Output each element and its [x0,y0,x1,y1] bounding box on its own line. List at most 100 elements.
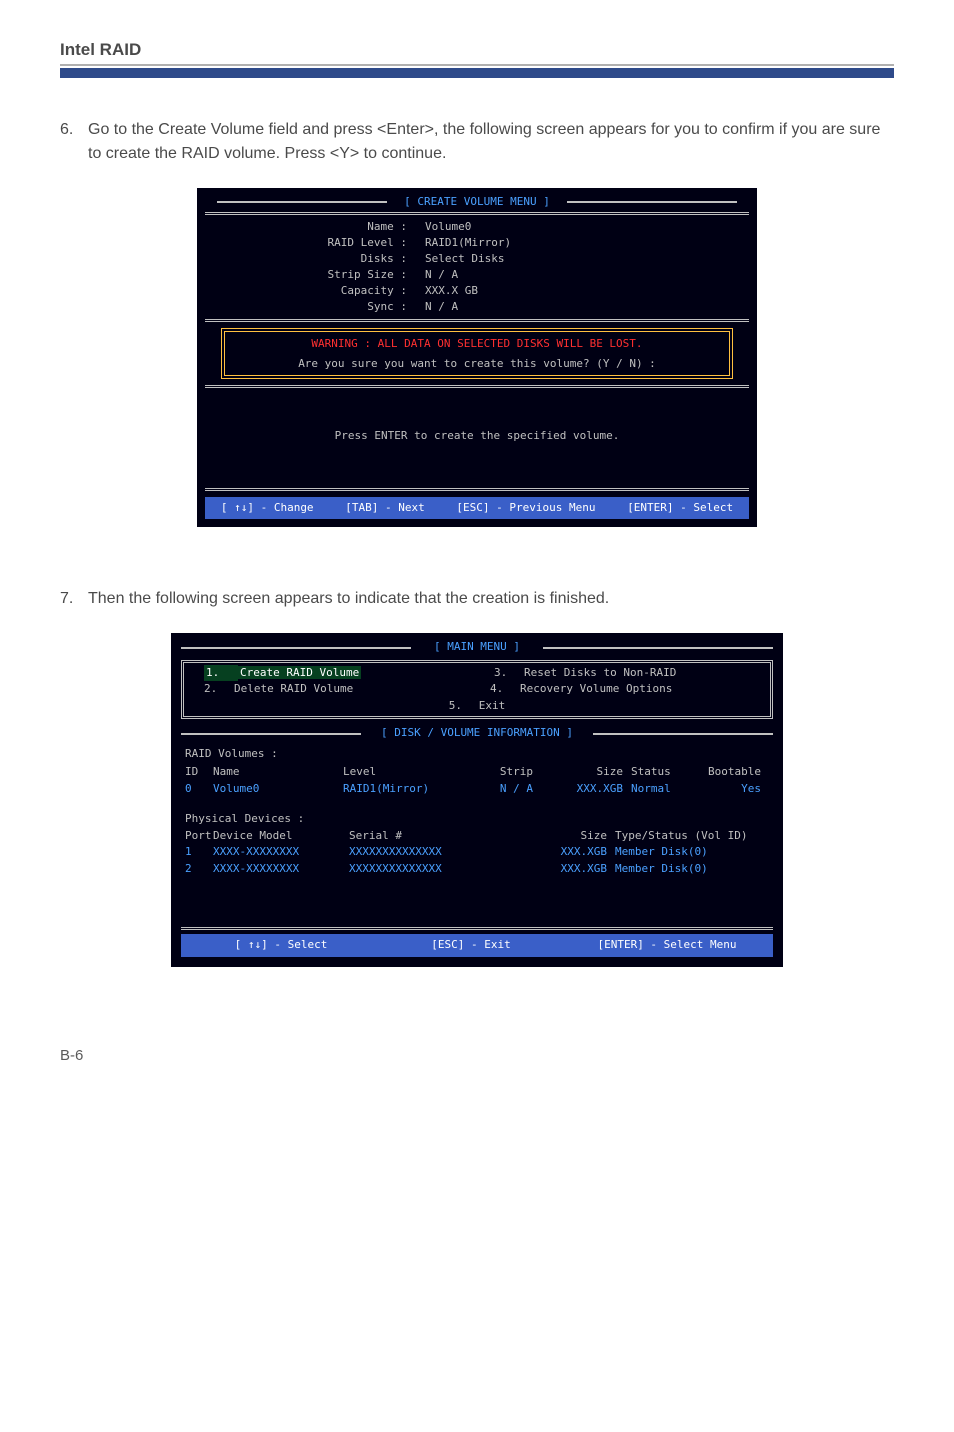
phys-row-1[interactable]: 1 XXXX-XXXXXXXX XXXXXXXXXXXXXX XXX.XGB M… [185,844,769,861]
title-line-right [543,647,773,649]
field-row: Sync :N / A [197,299,757,315]
field-label: RAID Level : [197,235,425,251]
footer-change[interactable]: [ ↑↓] - Change [221,500,314,516]
menu-1-text[interactable]: Create RAID Volume [238,666,361,679]
phys-type: Member Disk(0) [615,844,769,861]
press-enter-box: Press ENTER to create the specified volu… [205,385,749,488]
field-value: N / A [425,299,458,315]
main-menu-box: 1. Create RAID Volume 3. Reset Disks to … [181,660,773,720]
title-line-right [567,201,737,203]
field-value: Select Disks [425,251,504,267]
footer-esc-exit[interactable]: [ESC] - Exit [381,937,561,954]
divider-blue [60,68,894,78]
phys-size: XXX.XGB [529,861,615,878]
menu-2-text[interactable]: Delete RAID Volume [234,681,490,698]
raid-status: Normal [631,781,701,798]
bios2-bottom-border [181,927,773,930]
raid-data-row[interactable]: 0 Volume0 RAID1(Mirror) N / A XXX.XGB No… [185,781,769,798]
field-row: Name :Volume0 [197,219,757,235]
phys-device: XXXX-XXXXXXXX [213,861,349,878]
field-label: Capacity : [197,283,425,299]
col-id: ID [185,764,213,781]
bios2-title: [ MAIN MENU ] [434,640,520,653]
bios1-title-row: [ CREATE VOLUME MENU ] [197,190,757,212]
field-value: RAID1(Mirror) [425,235,511,251]
raid-id: 0 [185,781,213,798]
step-7: 7. Then the following screen appears to … [60,587,894,611]
phys-serial: XXXXXXXXXXXXXX [349,861,529,878]
physical-devices-label: Physical Devices : [185,811,769,828]
page-container: Intel RAID 6. Go to the Create Volume fi… [0,0,954,1104]
bios1-title: [ CREATE VOLUME MENU ] [404,195,550,208]
warning-box: WARNING : ALL DATA ON SELECTED DISKS WIL… [221,328,733,380]
footer-enter-select[interactable]: [ENTER] - Select [627,500,733,516]
bios1-fields: Name :Volume0 RAID Level :RAID1(Mirror) … [197,215,757,319]
bios1-mid-border [205,319,749,322]
col-device: Device Model [213,828,349,845]
footer-select[interactable]: [ ↑↓] - Select [181,937,381,954]
col-name: Name [213,764,343,781]
step-6: 6. Go to the Create Volume field and pre… [60,118,894,166]
phys-port: 2 [185,861,213,878]
raid-volumes-label: RAID Volumes : [185,746,769,763]
menu-4-text[interactable]: Recovery Volume Options [520,681,672,698]
step-7-text: Then the following screen appears to ind… [88,587,894,611]
menu-1-num[interactable]: 1. [204,665,238,682]
phys-row-2[interactable]: 2 XXXX-XXXXXXXX XXXXXXXXXXXXXX XXX.XGB M… [185,861,769,878]
menu-5-text[interactable]: Exit [479,698,506,715]
col-strip: Strip [473,764,541,781]
subtitle-line-right [593,733,773,735]
field-value: Volume0 [425,219,471,235]
bios2-title-row: [ MAIN MENU ] [171,635,783,658]
menu-row-1: 1. Create RAID Volume 3. Reset Disks to … [184,665,770,682]
bios1-footer: [ ↑↓] - Change [TAB] - Next [ESC] - Prev… [205,497,749,519]
phys-size: XXX.XGB [529,844,615,861]
menu-rows: 1. Create RAID Volume 3. Reset Disks to … [184,663,770,717]
subtitle-line-left [181,733,361,735]
col-level: Level [343,764,473,781]
bios2-screen: [ MAIN MENU ] 1. Create RAID Volume 3. R… [171,633,783,967]
step-6-text: Go to the Create Volume field and press … [88,118,894,166]
menu-5-num[interactable]: 5. [449,698,479,715]
press-enter-text: Press ENTER to create the specified volu… [335,429,620,442]
title-line-left [181,647,411,649]
raid-strip: N / A [473,781,541,798]
menu-3-text[interactable]: Reset Disks to Non-RAID [524,665,676,682]
field-row: Disks :Select Disks [197,251,757,267]
field-row: Capacity :XXX.X GB [197,283,757,299]
col-size: Size [541,764,631,781]
col-type: Type/Status (Vol ID) [615,828,769,845]
bios2-footer: [ ↑↓] - Select [ESC] - Exit [ENTER] - Se… [181,934,773,957]
spacer [185,877,769,917]
col-bootable: Bootable [701,764,761,781]
footer-tab-next[interactable]: [TAB] - Next [345,500,424,516]
page-title: Intel RAID [60,40,894,60]
footer-esc-prev[interactable]: [ESC] - Previous Menu [456,500,595,516]
field-row: RAID Level :RAID1(Mirror) [197,235,757,251]
raid-boot: Yes [701,781,761,798]
footer-enter-menu[interactable]: [ENTER] - Select Menu [561,937,773,954]
phys-header-row: Port Device Model Serial # Size Type/Sta… [185,828,769,845]
phys-device: XXXX-XXXXXXXX [213,844,349,861]
title-line-left [217,201,387,203]
step-6-number: 6. [60,118,88,166]
field-row: Strip Size :N / A [197,267,757,283]
page-number: B-6 [60,1047,894,1064]
bios1-screen: [ CREATE VOLUME MENU ] Name :Volume0 RAI… [197,188,757,527]
menu-4-num[interactable]: 4. [490,681,520,698]
field-value: XXX.X GB [425,283,478,299]
field-label: Sync : [197,299,425,315]
warning-prompt: Are you sure you want to create this vol… [233,356,721,372]
step-7-number: 7. [60,587,88,611]
field-value: N / A [425,267,458,283]
disk-volume-info: RAID Volumes : ID Name Level Strip Size … [171,744,783,928]
menu-2-num[interactable]: 2. [204,681,234,698]
bios1-bottom-border [205,488,749,491]
raid-name: Volume0 [213,781,343,798]
field-label: Strip Size : [197,267,425,283]
phys-serial: XXXXXXXXXXXXXX [349,844,529,861]
bios2-container: [ MAIN MENU ] 1. Create RAID Volume 3. R… [60,633,894,967]
col-size: Size [529,828,615,845]
menu-3-num[interactable]: 3. [494,665,524,682]
bios2-subtitle: [ DISK / VOLUME INFORMATION ] [381,726,573,739]
